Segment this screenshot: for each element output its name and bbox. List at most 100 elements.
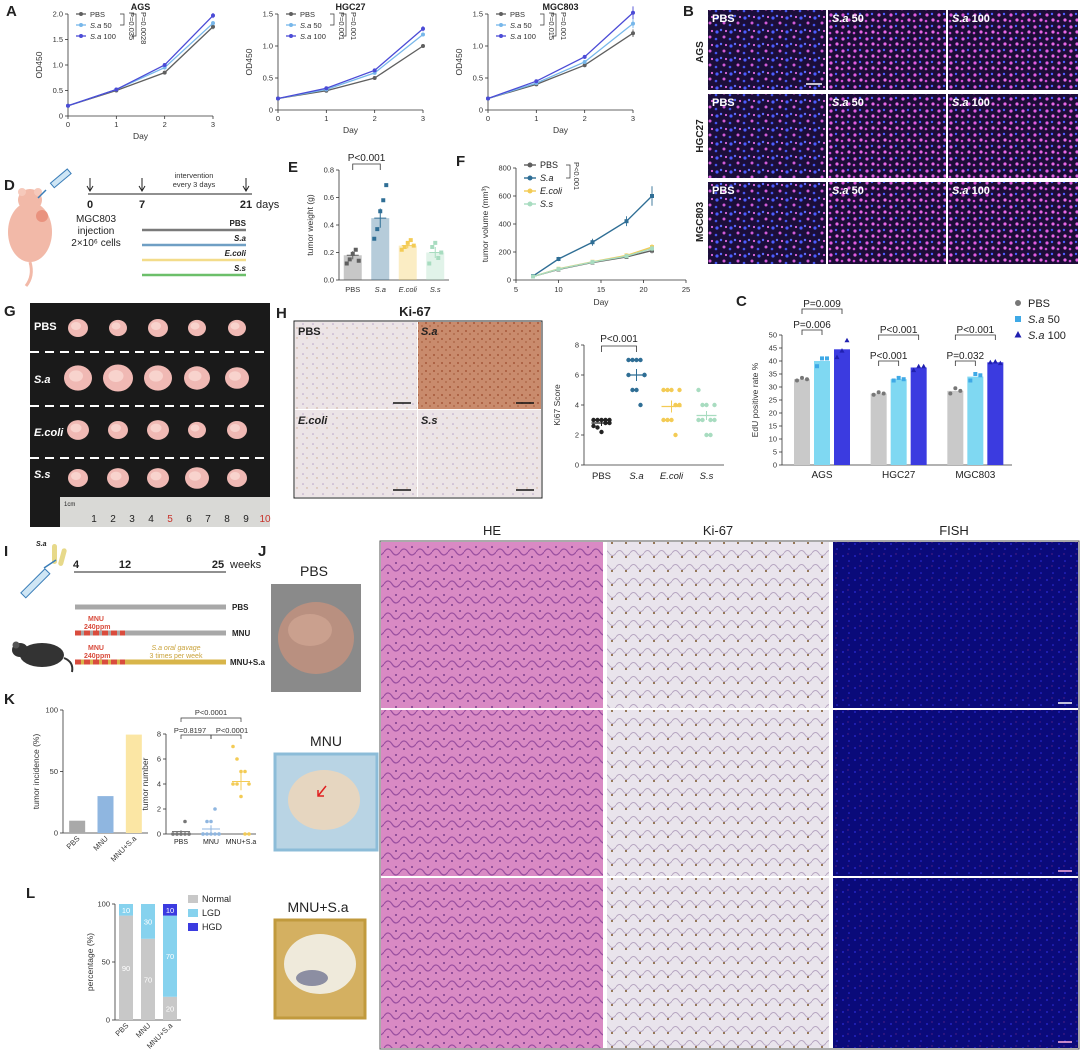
ki67-image-mnu-sa — [607, 878, 829, 1048]
edu-image-hgc27-sa50 — [828, 94, 946, 178]
histology-panel-j: HE Ki-67 FISH PBS MNU MNU+S.a — [271, 523, 1080, 1050]
edu-column-label-text: PBS — [712, 185, 735, 197]
arrow-icon — [317, 785, 327, 797]
mouse-icon — [12, 641, 74, 673]
data-point — [815, 364, 819, 369]
ihc-panel-h: Ki-67 PBS S.a E.coli S.s — [293, 304, 543, 499]
ruler-number: 4 — [148, 514, 154, 525]
group-label-ss: S.s — [34, 469, 51, 481]
y-tick-label: 5 — [773, 448, 777, 457]
p-value: P<0.001 — [880, 325, 918, 336]
data-point — [114, 87, 119, 92]
significance-bracket — [954, 360, 976, 366]
edu-column-label: PBS — [712, 185, 735, 197]
chart-l-pathology: 0 50 100 percentage (%) 90 10 PBS 70 30 MNU 20 70 10… — [85, 894, 231, 1051]
ruler-number: 2 — [110, 514, 116, 525]
legend-label-text: PBS — [510, 10, 525, 19]
edu-row-ags — [708, 10, 1078, 90]
ruler-number: 1 — [91, 514, 97, 525]
y-tick-label: 40 — [769, 357, 777, 366]
data-point — [626, 357, 631, 363]
edu-column-label-suffix: 50 — [849, 97, 864, 109]
legend-label-italic: S.a — [90, 21, 101, 30]
data-point — [405, 240, 410, 245]
significance-bracket — [954, 334, 996, 340]
data-point — [582, 54, 587, 59]
data-point — [805, 377, 809, 382]
panel-label-b: B — [683, 3, 694, 20]
legend-label-suffix: 100 — [521, 32, 536, 41]
y-tick-label: 0.4 — [324, 221, 334, 230]
ihc-image-pbs — [295, 322, 417, 409]
bar-segment — [119, 904, 133, 916]
p-value: P<0.001 — [348, 153, 386, 164]
x-tick-label: 2 — [163, 120, 167, 129]
data-point — [669, 387, 674, 393]
panel-label-f: F — [456, 153, 465, 170]
edu-column-label-suffix: 50 — [849, 13, 864, 25]
data-point — [243, 832, 247, 836]
chart-title: MGC803 — [542, 2, 578, 12]
x-tick-label: S.s — [430, 285, 441, 294]
p-value: P<0.001 — [957, 325, 995, 336]
data-point — [276, 96, 280, 101]
data-point — [582, 63, 587, 68]
segment-label: 20 — [166, 1004, 174, 1013]
y-tick-label: 200 — [498, 248, 511, 257]
ki67-title: Ki-67 — [399, 304, 431, 319]
panel-label-e: E — [288, 159, 298, 176]
y-tick-label: 0.6 — [324, 193, 334, 202]
mouse-illustration — [8, 188, 52, 287]
significance-bracket — [878, 360, 900, 366]
legend-label: S.a 100 — [300, 32, 326, 41]
arrow-icon — [242, 178, 250, 192]
data-point — [353, 247, 358, 252]
significance-bracket — [132, 13, 137, 37]
y-tick-label: 0.5 — [473, 74, 483, 83]
edu-column-label: S.a 100 — [952, 185, 990, 197]
ihc-image-ecoli — [295, 410, 417, 497]
tumor-highlight — [69, 370, 83, 382]
bar-segment — [141, 938, 155, 1020]
ruler-number: 3 — [129, 514, 135, 525]
bar-segment — [119, 915, 133, 1020]
edu-column-label-italic: S.a — [832, 13, 849, 25]
data-point — [820, 356, 824, 361]
ruler-number: 5 — [167, 514, 173, 525]
ihc-label-sa: S.a — [421, 326, 438, 338]
data-point — [631, 31, 635, 36]
y-tick-label: 8 — [157, 730, 161, 739]
x-tick-label: S.s — [700, 471, 714, 482]
group-label-ss: S.s — [234, 264, 247, 273]
week-25: 25 — [212, 559, 224, 571]
x-tick-label: E.coli — [660, 471, 684, 482]
data-point — [591, 423, 596, 429]
bar — [97, 796, 114, 833]
cell-count-label: 2×10⁶ cells — [71, 238, 120, 249]
data-point — [399, 247, 404, 252]
data-point — [209, 819, 213, 824]
edu-column-label: S.a 100 — [952, 97, 990, 109]
series-line — [487, 12, 634, 100]
legend-marker — [79, 34, 83, 38]
legend-label-italic: S.a — [1028, 330, 1045, 342]
y-axis-label: EdU positive rate % — [750, 362, 760, 437]
data-point — [378, 209, 383, 214]
x-tick-label: MNU — [203, 839, 219, 846]
data-point — [66, 103, 70, 108]
data-point — [421, 44, 425, 48]
intervention-label: intervention — [175, 171, 214, 180]
fish-image-mnu-sa — [833, 878, 1078, 1048]
x-tick-label: PBS — [592, 471, 611, 482]
group-label-pbs: PBS — [34, 321, 57, 333]
y-tick-label: 20 — [769, 409, 777, 418]
edu-row-hgc27 — [708, 94, 1078, 178]
x-axis-label: Day — [133, 131, 149, 141]
panel-label-c: C — [736, 293, 747, 310]
legend-marker — [527, 175, 533, 181]
data-point — [421, 32, 425, 37]
legend-label: S.a 100 — [90, 32, 116, 41]
series-line — [277, 28, 424, 100]
injection-label: injection — [78, 226, 115, 237]
